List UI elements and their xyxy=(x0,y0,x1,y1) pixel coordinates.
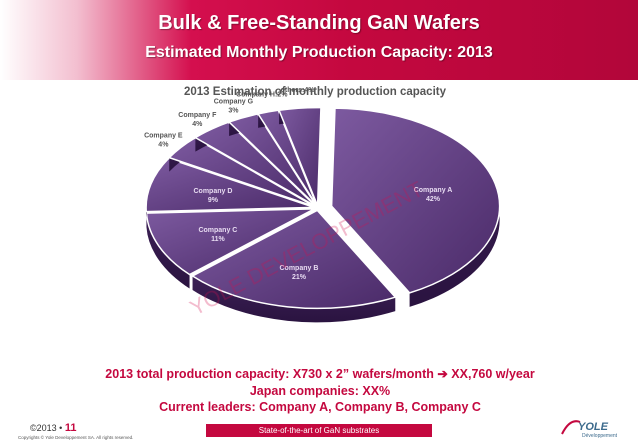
pie-slice-company-d xyxy=(145,157,315,213)
copyright-text: Copyrights © Yole Developpement SA. All … xyxy=(18,435,134,440)
footer-title: State-of-the-art of GaN substrates xyxy=(206,424,432,437)
pie-slice-others xyxy=(278,106,322,206)
pie-label-company-e: Company E 4% xyxy=(144,133,183,149)
logo-text: YOLE xyxy=(578,421,609,433)
pie-label-company-b: Company B 21% xyxy=(279,265,318,281)
pie-slice-company-a xyxy=(330,107,501,294)
chart-title: 2013 Estimation of monthly production ca… xyxy=(184,86,447,98)
summary-line-2: Japan companies: XX% xyxy=(249,384,391,398)
pie-label-company-h: Company H:2% xyxy=(236,92,288,99)
pie-slice-side-company-b xyxy=(192,276,396,323)
pie-slice-side-company-c xyxy=(146,213,190,289)
pie-label-value: 42% xyxy=(426,196,441,203)
pie-label-company-c: Company C 11% xyxy=(198,227,237,243)
pie-label-name: Company C xyxy=(198,227,237,234)
summary-line-1: 2013 total production capacity: X730 x 2… xyxy=(60,366,580,381)
pie-label-value: 21% xyxy=(292,274,307,281)
pie-label-name: Company A xyxy=(414,187,453,194)
page-number-value: 11 xyxy=(64,422,77,434)
pie-labels: Company A 42%Company B 21%Company C 11%Comp… xyxy=(144,87,452,281)
pie-slice-company-b xyxy=(191,209,397,310)
page-number: ©2013 • 11 xyxy=(30,422,76,434)
summary-line-3: Current leaders: Company A, Company B, C… xyxy=(159,400,481,414)
pie-slice-company-c xyxy=(145,208,315,276)
pie-label-value: 9% xyxy=(208,197,219,204)
pie-label-value: 11% xyxy=(211,236,225,243)
pie-label-name: Company D xyxy=(193,188,232,195)
pie-label-company-g: Company G 3% xyxy=(214,98,254,114)
header-banner xyxy=(0,0,638,80)
summary-line-1-prefix: 2013 total production capacity: X730 x 2… xyxy=(105,367,438,381)
yole-logo-icon: YOLE Développement xyxy=(561,420,618,439)
pie-label-value: 3% xyxy=(228,107,239,114)
pie-label-name: Company G xyxy=(214,98,254,105)
pie-label-company-d: Company D 9% xyxy=(193,188,232,204)
pie-label-name: Company F xyxy=(178,112,217,119)
pie-label-value: 4% xyxy=(192,121,203,128)
logo-subtext: Développement xyxy=(582,433,618,439)
pie-label-others: others:4% xyxy=(281,87,316,94)
page-title: Bulk & Free-Standing GaN Wafers xyxy=(158,12,480,34)
page-subtitle: Estimated Monthly Production Capacity: 2… xyxy=(145,44,493,61)
pie-label-name: Company E xyxy=(144,133,183,140)
pie-slices xyxy=(145,106,501,323)
pie-label-company-f: Company F 4% xyxy=(178,112,217,128)
pie-label-value: 4% xyxy=(158,142,169,149)
pie-label-name: Company B xyxy=(279,265,318,272)
pie-label-company-a: Company A 42% xyxy=(414,187,453,203)
pie-chart: 2013 Estimation of monthly production ca… xyxy=(140,80,522,360)
summary-line-1-suffix: XX,760 w/year xyxy=(447,367,535,381)
page-prefix: ©2013 • xyxy=(30,423,65,433)
arrow-icon: ➔ xyxy=(437,367,448,381)
